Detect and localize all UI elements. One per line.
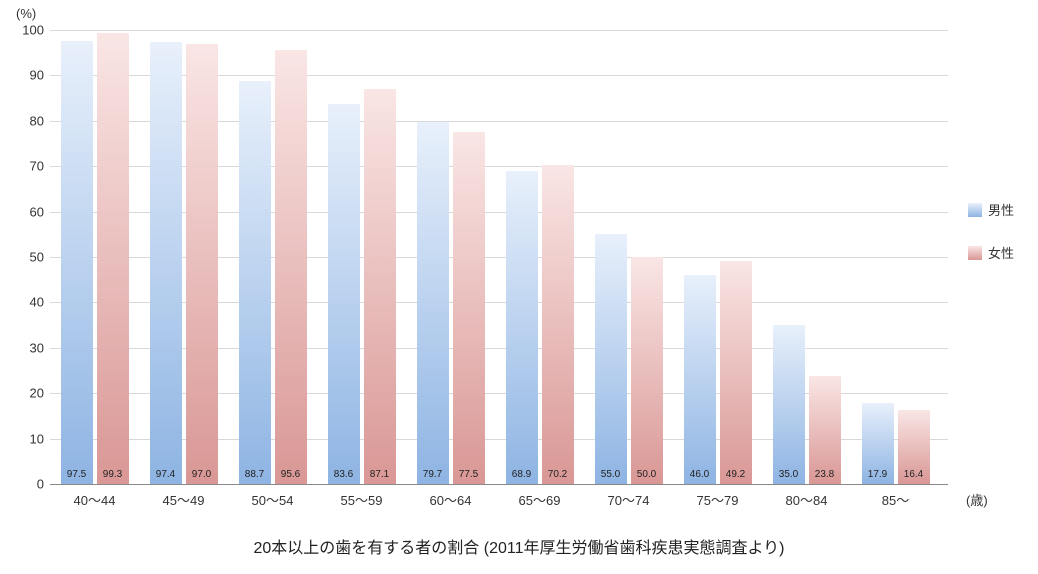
category-label: 60～64 <box>406 484 495 509</box>
bar-female: 77.5 <box>453 132 485 484</box>
y-tick-label: 0 <box>37 477 50 492</box>
bar-group: 97.599.340～44 <box>50 30 139 484</box>
bar-group: 46.049.275～79 <box>673 30 762 484</box>
bar-female: 87.1 <box>364 89 396 484</box>
bar-male: 55.0 <box>595 234 627 484</box>
chart-container: (%) (歳) 0 10 20 30 40 50 60 70 80 90 100 97.5 99.3 40… <box>0 0 1038 574</box>
bar-female: 23.8 <box>809 376 841 484</box>
bar-group: 97.497.045～49 <box>139 30 228 484</box>
y-tick-label: 50 <box>30 250 50 265</box>
legend-label: 女性 <box>988 243 1014 262</box>
bar-value-label: 97.5 <box>61 469 93 480</box>
bar-value-label: 50.0 <box>631 469 663 480</box>
bar-female: 70.2 <box>542 165 574 484</box>
bar-group: 17.916.485～ <box>851 30 940 484</box>
bar-female: 97.0 <box>186 44 218 484</box>
category-label: 45～49 <box>139 484 228 509</box>
category-label: 75～79 <box>673 484 762 509</box>
bar-male: 68.9 <box>506 171 538 484</box>
bar-male: 97.4 <box>150 42 182 484</box>
bar-female: 16.4 <box>898 410 930 484</box>
bar-male: 17.9 <box>862 403 894 484</box>
bar-male: 88.7 <box>239 81 271 484</box>
bar-value-label: 49.2 <box>720 469 752 480</box>
bar-value-label: 70.2 <box>542 469 574 480</box>
legend-item-female: 女性 <box>968 243 1014 262</box>
bar-value-label: 83.6 <box>328 469 360 480</box>
y-tick-label: 70 <box>30 159 50 174</box>
legend-swatch <box>968 246 982 260</box>
bar-female: 49.2 <box>720 261 752 484</box>
category-label: 85～ <box>851 484 940 509</box>
bar-value-label: 46.0 <box>684 469 716 480</box>
bar-value-label: 68.9 <box>506 469 538 480</box>
bar-male: 79.7 <box>417 122 449 484</box>
bar-male: 46.0 <box>684 275 716 484</box>
y-tick-label: 90 <box>30 68 50 83</box>
bar-value-label: 87.1 <box>364 469 396 480</box>
bar-value-label: 88.7 <box>239 469 271 480</box>
category-label: 40～44 <box>50 484 139 509</box>
bar-female: 95.6 <box>275 50 307 484</box>
bar-value-label: 16.4 <box>898 469 930 480</box>
bar-value-label: 99.3 <box>97 469 129 480</box>
legend-item-male: 男性 <box>968 200 1014 219</box>
legend-swatch <box>968 203 982 217</box>
bar-female: 99.3 <box>97 33 129 484</box>
plot-area: 010203040506070809010097.599.340～4497.49… <box>50 30 948 485</box>
chart-title: 20本以上の歯を有する者の割合 (2011年厚生労働省歯科疾患実態調査より) <box>0 534 1038 558</box>
bar-value-label: 79.7 <box>417 469 449 480</box>
bar-group: 83.687.155～59 <box>317 30 406 484</box>
y-tick-label: 30 <box>30 340 50 355</box>
bar-value-label: 95.6 <box>275 469 307 480</box>
bar-value-label: 23.8 <box>809 469 841 480</box>
bar-value-label: 17.9 <box>862 469 894 480</box>
bar-group: 55.050.070～74 <box>584 30 673 484</box>
category-label: 80～84 <box>762 484 851 509</box>
bar-value-label: 77.5 <box>453 469 485 480</box>
legend: 男性女性 <box>968 200 1014 286</box>
bar-group: 79.777.560～64 <box>406 30 495 484</box>
bar-value-label: 35.0 <box>773 469 805 480</box>
y-tick-label: 40 <box>30 295 50 310</box>
y-axis-unit-label: (%) <box>16 6 36 21</box>
category-label: 55～59 <box>317 484 406 509</box>
bar-value-label: 97.4 <box>150 469 182 480</box>
y-tick-label: 20 <box>30 386 50 401</box>
y-tick-label: 80 <box>30 113 50 128</box>
bar-group: 88.795.650～54 <box>228 30 317 484</box>
category-label: 65～69 <box>495 484 584 509</box>
x-axis-unit-label: (歳) <box>966 490 988 509</box>
legend-label: 男性 <box>988 200 1014 219</box>
bar-group: 35.023.880～84 <box>762 30 851 484</box>
bar-value-label: 97.0 <box>186 469 218 480</box>
bar-male: 35.0 <box>773 325 805 484</box>
category-label: 50～54 <box>228 484 317 509</box>
y-tick-label: 60 <box>30 204 50 219</box>
bar-male: 83.6 <box>328 104 360 484</box>
bar-female: 50.0 <box>631 257 663 484</box>
y-tick-label: 10 <box>30 431 50 446</box>
y-tick-label: 100 <box>22 23 50 38</box>
bar-group: 68.970.265～69 <box>495 30 584 484</box>
bar-value-label: 55.0 <box>595 469 627 480</box>
bar-male: 97.5 <box>61 41 93 484</box>
category-label: 70～74 <box>584 484 673 509</box>
